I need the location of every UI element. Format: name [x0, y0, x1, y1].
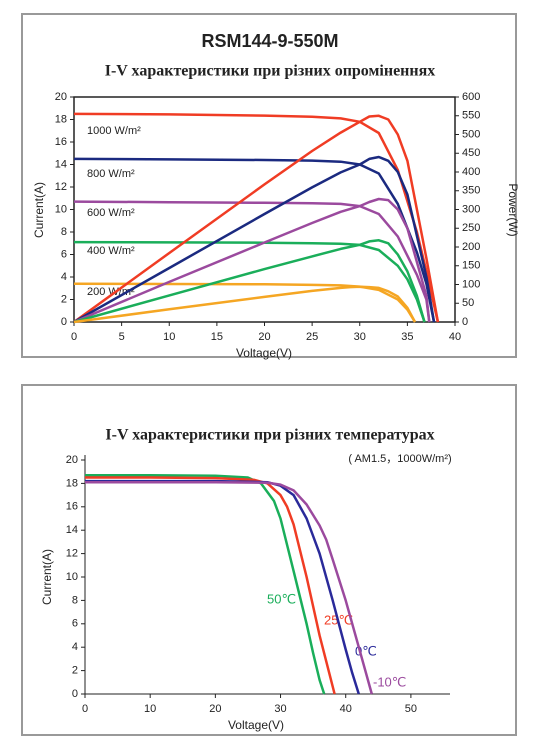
y2-tick-label: 600 — [462, 91, 480, 103]
x-axis-title: Voltage(V) — [236, 346, 292, 360]
y-tick-label: 16 — [55, 136, 67, 148]
y-tick-label: 4 — [61, 271, 67, 283]
x-tick-label: 10 — [144, 703, 156, 715]
x-tick-label: 10 — [163, 331, 175, 343]
y2-axis-title: Power(W) — [506, 183, 520, 236]
y-tick-label: 12 — [66, 548, 78, 560]
series-line — [73, 285, 417, 324]
x-tick-label: 40 — [340, 703, 352, 715]
chart-title: RSM144-9-550M — [201, 31, 338, 51]
x-tick-label: 20 — [209, 703, 221, 715]
panel-border — [21, 384, 517, 736]
y2-tick-label: 100 — [462, 278, 480, 290]
y-tick-label: 18 — [66, 477, 78, 489]
y-tick-label: 2 — [72, 665, 78, 677]
series-line — [73, 155, 436, 324]
x-tick-label: 5 — [119, 331, 125, 343]
series-line — [85, 479, 360, 695]
y-tick-label: 12 — [55, 181, 67, 193]
x-tick-label: 50 — [405, 703, 417, 715]
series-line — [73, 197, 431, 324]
y-tick-label: 0 — [61, 316, 67, 328]
series-label: 50℃ — [267, 591, 296, 606]
series-line — [73, 239, 426, 324]
series-label: 600 W/m² — [87, 207, 135, 219]
series-line — [85, 476, 336, 695]
x-tick-label: 30 — [274, 703, 286, 715]
y2-tick-label: 550 — [462, 110, 480, 122]
y-tick-label: 10 — [66, 571, 78, 583]
series-label: 400 W/m² — [87, 245, 135, 257]
panel-border — [21, 13, 517, 358]
y-tick-label: 6 — [61, 248, 67, 260]
y2-tick-label: 250 — [462, 222, 480, 234]
x-tick-label: 15 — [211, 331, 223, 343]
x-axis-title: Voltage(V) — [228, 718, 284, 732]
y2-tick-label: 0 — [462, 316, 468, 328]
y-tick-label: 4 — [72, 641, 78, 653]
y-axis-title: Current(A) — [40, 549, 54, 605]
y-tick-label: 10 — [55, 203, 67, 215]
series-label: 1000 W/m² — [87, 125, 141, 137]
series-line — [85, 480, 374, 695]
y2-tick-label: 450 — [462, 147, 480, 159]
y2-tick-label: 50 — [462, 297, 474, 309]
y2-tick-label: 500 — [462, 128, 480, 140]
chart-title: I-V характеристики при різних температур… — [105, 427, 434, 444]
x-tick-label: 0 — [71, 331, 77, 343]
series-label: -10℃ — [373, 674, 406, 689]
y-tick-label: 14 — [66, 524, 78, 536]
series-line — [73, 114, 440, 324]
series-line — [73, 200, 431, 323]
y-axis-title: Current(A) — [32, 182, 46, 238]
y2-tick-label: 300 — [462, 203, 480, 215]
y-tick-label: 2 — [61, 293, 67, 305]
y-tick-label: 0 — [72, 688, 78, 700]
chart-subtitle: I-V характеристики при різних опроміненн… — [105, 63, 436, 80]
y2-tick-label: 200 — [462, 241, 480, 253]
x-tick-label: 40 — [449, 331, 461, 343]
y-tick-label: 8 — [72, 594, 78, 606]
y-tick-label: 20 — [66, 454, 78, 466]
chart-note: ( AM1.5，1000W/m²) — [348, 453, 451, 465]
y-tick-label: 8 — [61, 226, 67, 238]
x-tick-label: 0 — [82, 703, 88, 715]
x-tick-label: 25 — [306, 331, 318, 343]
series-line — [85, 473, 326, 695]
y2-tick-label: 350 — [462, 185, 480, 197]
y2-tick-label: 150 — [462, 260, 480, 272]
x-tick-label: 30 — [354, 331, 366, 343]
y-tick-label: 16 — [66, 501, 78, 513]
y-tick-label: 6 — [72, 618, 78, 630]
y-tick-label: 18 — [55, 113, 67, 125]
x-tick-label: 20 — [258, 331, 270, 343]
y-tick-label: 20 — [55, 91, 67, 103]
x-tick-label: 35 — [401, 331, 413, 343]
y-tick-label: 14 — [55, 158, 67, 170]
y2-tick-label: 400 — [462, 166, 480, 178]
series-label: 800 W/m² — [87, 168, 135, 180]
